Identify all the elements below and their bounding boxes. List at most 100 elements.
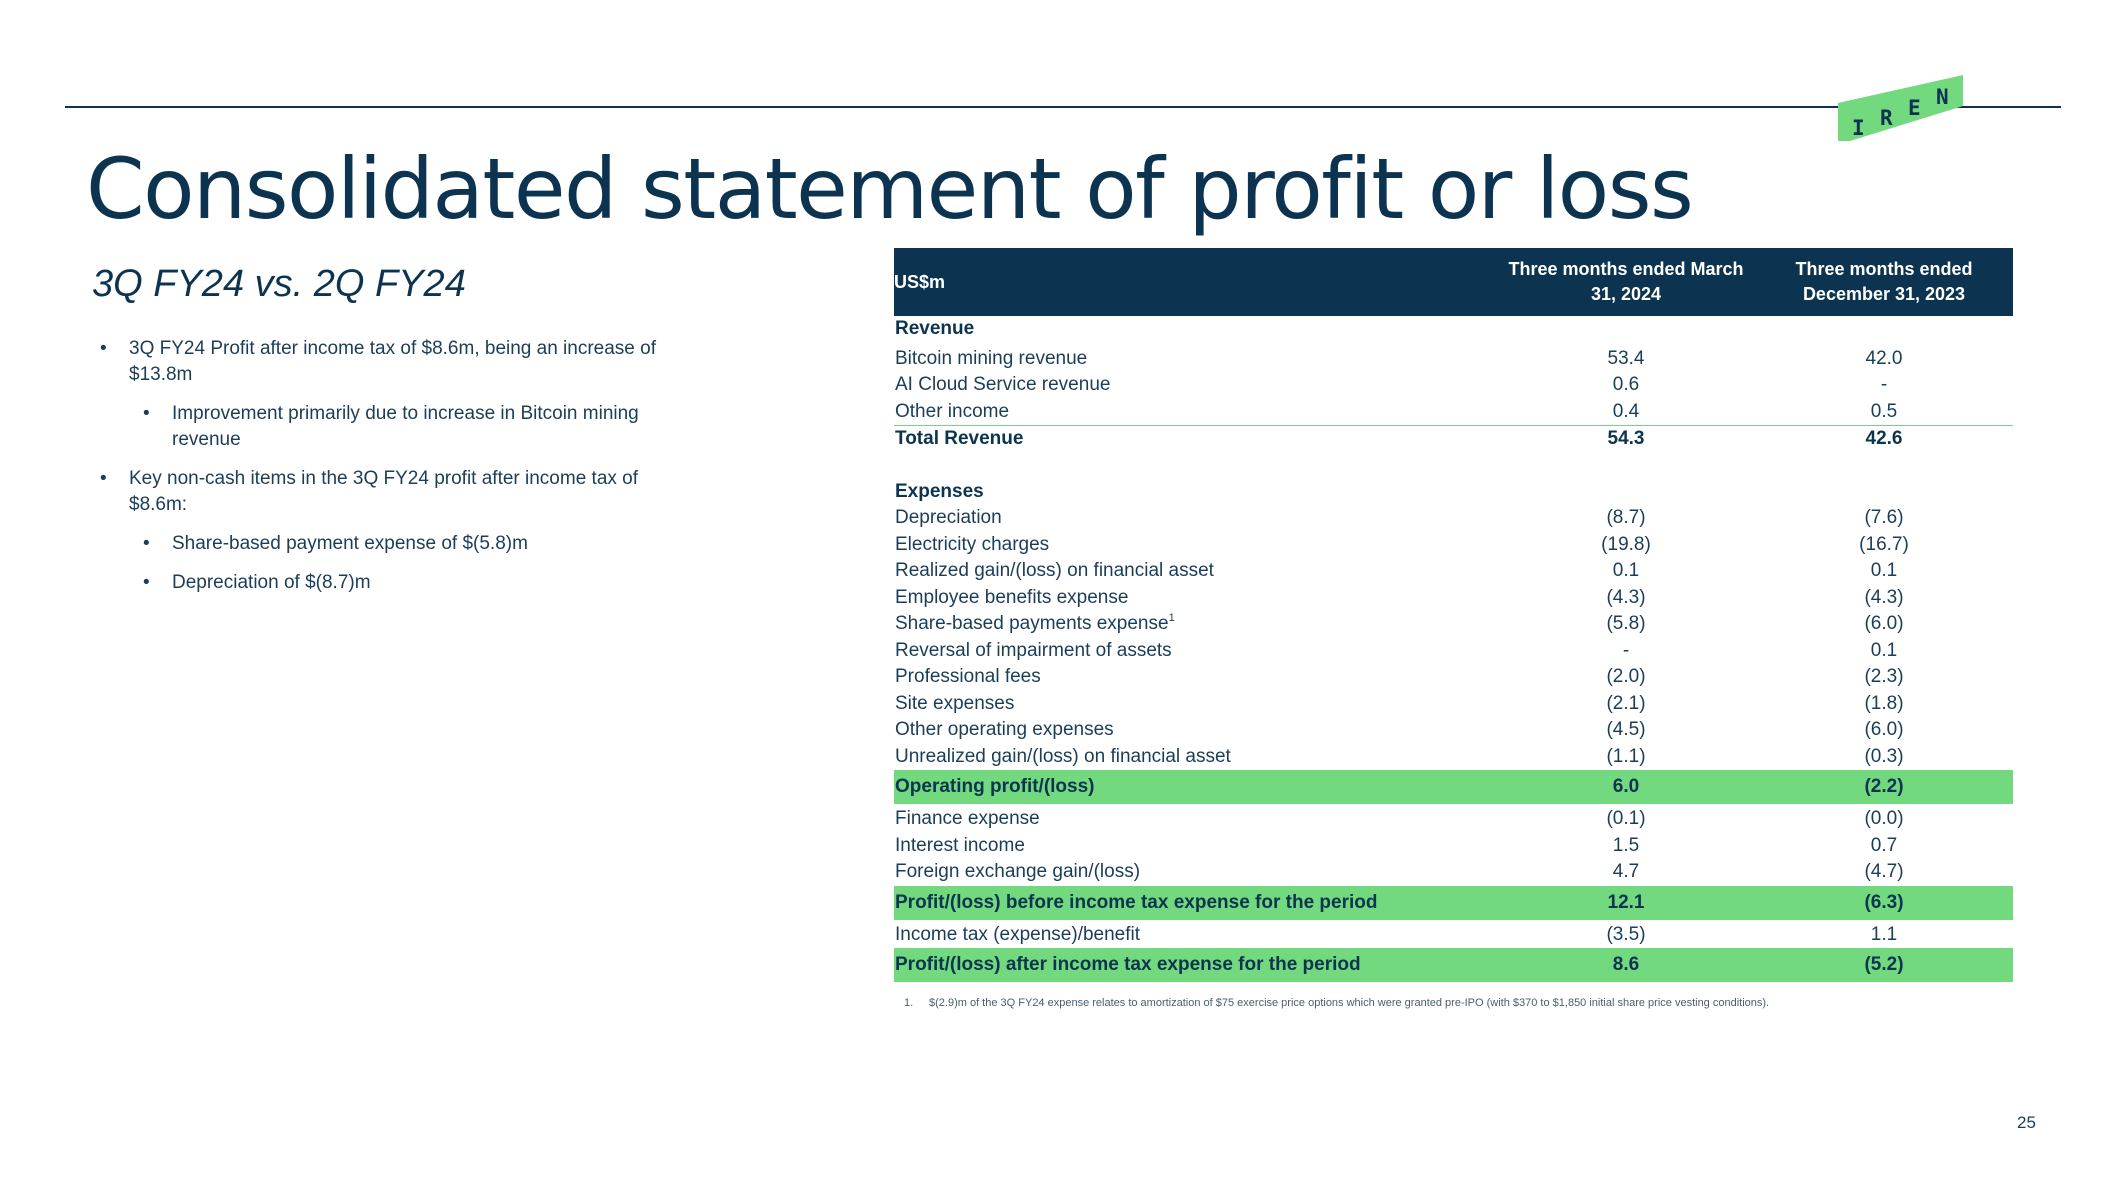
spacer-row [894,453,2013,479]
profit-before-tax-label: Profit/(loss) before income tax expense … [894,885,1497,920]
logo-letter-n: N [1936,85,1949,109]
row-label: Bitcoin mining revenue [895,347,1088,369]
profit-loss-table: US$m Three months ended March 31, 2024 T… [894,248,2013,982]
row-label: AI Cloud Service revenue [895,374,1111,396]
row-label: Unrealized gain/(loss) on financial asse… [895,745,1231,767]
total-revenue-prior: 42.6 [1755,425,2013,453]
row-value-current: (5.8) [1606,613,1646,635]
row-value-prior: (1.8) [1864,692,1904,714]
row-value-current: (2.0) [1606,666,1646,688]
bullet-share-based-payment: Share-based payment expense of $(5.8)m [143,531,680,557]
row-label: Finance expense [895,808,1040,830]
bullet-profit-summary: 3Q FY24 Profit after income tax of $8.6m… [100,336,680,388]
bullet-improvement: Improvement primarily due to increase in… [143,401,680,453]
table-header-row: US$m Three months ended March 31, 2024 T… [894,248,2013,316]
income-tax-row: Income tax (expense)/benefit (3.5) 1.1 [894,920,2013,949]
row-value-prior: - [1880,374,1888,396]
page-number: 25 [2017,1113,2036,1132]
row-label: Interest income [895,834,1025,856]
row-label: Employee benefits expense [895,586,1129,608]
row-value-current: (1.1) [1606,745,1646,767]
profit-before-tax-row: Profit/(loss) before income tax expense … [894,885,2013,920]
row-label: Other operating expenses [895,719,1114,741]
row-label: Reversal of impairment of assets [895,639,1172,661]
row-label: Professional fees [895,666,1041,688]
table-row: AI Cloud Service revenue 0.6 - [894,372,2013,399]
logo-letter-i: I [1852,116,1865,140]
operating-profit-current: 6.0 [1497,770,1755,804]
income-tax-prior: 1.1 [1870,923,1898,945]
row-label: Realized gain/(loss) on financial asset [895,560,1214,582]
revenue-section-label: Revenue [895,318,975,340]
row-value-current: 4.7 [1612,861,1640,883]
header-col-march-2024: Three months ended March 31, 2024 [1497,248,1755,316]
page-title: Consolidated statement of profit or loss [86,140,1694,238]
row-value-current: 1.5 [1612,834,1640,856]
table-row: Depreciation (8.7) (7.6) [894,505,2013,532]
revenue-section-row: Revenue [894,316,2013,343]
row-value-prior: 0.5 [1870,400,1898,422]
section-subtitle: 3Q FY24 vs. 2Q FY24 [92,263,466,305]
total-revenue-current: 54.3 [1497,425,1755,453]
row-value-prior: (0.0) [1864,808,1904,830]
row-value-current: 0.4 [1612,400,1640,422]
row-value-prior: (2.3) [1864,666,1904,688]
iren-logo: I R E N [1838,75,1963,141]
income-tax-label: Income tax (expense)/benefit [895,923,1141,945]
row-value-prior: (0.3) [1864,745,1904,767]
commentary-bullets: 3Q FY24 Profit after income tax of $8.6m… [100,336,680,596]
row-value-prior: 0.1 [1870,560,1898,582]
profit-before-tax-current: 12.1 [1497,885,1755,920]
table-row: Finance expense (0.1) (0.0) [894,804,2013,833]
footnote-number: 1. [904,997,914,1009]
row-label: Depreciation [895,507,1002,529]
row-value-prior: 42.0 [1865,347,1903,369]
row-value-current: - [1622,639,1630,661]
table-row: Share-based payments expense1 (5.8) (6.0… [894,611,2013,638]
expenses-section-label: Expenses [895,480,984,502]
profit-after-tax-row: Profit/(loss) after income tax expense f… [894,948,2013,982]
bullet-depreciation: Depreciation of $(8.7)m [143,570,680,596]
profit-after-tax-label: Profit/(loss) after income tax expense f… [894,948,1497,982]
row-value-current: 53.4 [1607,347,1645,369]
total-revenue-row: Total Revenue 54.3 42.6 [894,425,2013,453]
income-tax-current: (3.5) [1606,923,1646,945]
row-value-prior: (4.7) [1864,861,1904,883]
operating-profit-row: Operating profit/(loss) 6.0 (2.2) [894,770,2013,804]
logo-letter-r: R [1880,106,1893,130]
table-row: Electricity charges (19.8) (16.7) [894,532,2013,559]
logo-letter-e: E [1908,96,1921,120]
table-footnote: 1. $(2.9)m of the 3Q FY24 expense relates… [904,997,1769,1009]
profit-after-tax-prior: (5.2) [1755,948,2013,982]
row-value-current: (2.1) [1606,692,1646,714]
table-row: Professional fees (2.0) (2.3) [894,664,2013,691]
row-value-prior: (16.7) [1859,533,1909,555]
row-value-prior: (6.0) [1864,719,1904,741]
expenses-section-row: Expenses [894,479,2013,506]
bullet-non-cash-items: Key non-cash items in the 3Q FY24 profit… [100,466,680,518]
table-row: Reversal of impairment of assets - 0.1 [894,638,2013,665]
table-row: Unrealized gain/(loss) on financial asse… [894,744,2013,771]
row-label-with-footnote: Share-based payments expense1 [894,611,1497,638]
row-value-prior: 0.1 [1870,639,1898,661]
row-value-current: (0.1) [1606,808,1646,830]
table-row: Other operating expenses (4.5) (6.0) [894,717,2013,744]
row-value-prior: 0.7 [1870,834,1898,856]
table-row: Site expenses (2.1) (1.8) [894,691,2013,718]
table-row: Foreign exchange gain/(loss) 4.7 (4.7) [894,859,2013,886]
table-row: Bitcoin mining revenue 53.4 42.0 [894,343,2013,373]
row-label: Other income [895,400,1010,422]
row-value-current: 0.1 [1612,560,1640,582]
row-value-current: (4.5) [1606,719,1646,741]
footnote-marker: 1 [1168,612,1175,625]
table-row: Other income 0.4 0.5 [894,399,2013,426]
row-value-current: (19.8) [1601,533,1651,555]
row-label: Electricity charges [895,533,1050,555]
header-currency-label: US$m [894,248,1497,316]
row-value-prior: (4.3) [1864,586,1904,608]
table-row: Realized gain/(loss) on financial asset … [894,558,2013,585]
profit-before-tax-prior: (6.3) [1755,885,2013,920]
header-col-december-2023: Three months ended December 31, 2023 [1755,248,2013,316]
table-row: Employee benefits expense (4.3) (4.3) [894,585,2013,612]
row-label: Foreign exchange gain/(loss) [895,861,1141,883]
